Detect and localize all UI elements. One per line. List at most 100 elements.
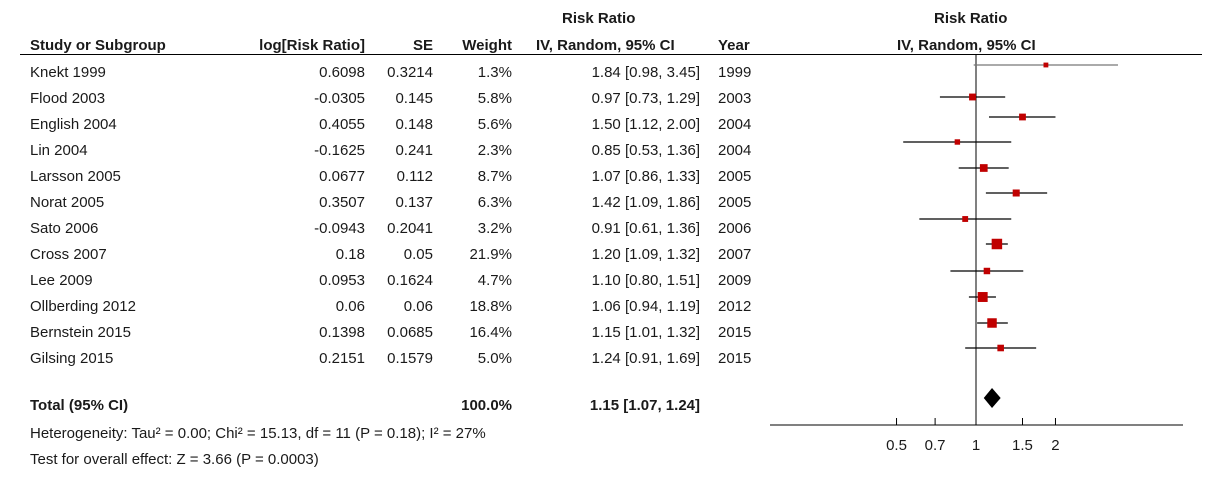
row-year: 2005 [718,194,752,211]
row-study: Cross 2007 [30,246,107,263]
row-study: Larsson 2005 [30,168,121,185]
row-year: 2009 [718,272,752,289]
row-ci: 0.85 [0.53, 1.36] [591,142,700,159]
study-marker [979,164,988,172]
row-se: 0.2041 [387,220,433,237]
header-ci: IV, Random, 95% CI [536,37,675,54]
row-study: Ollberding 2012 [30,298,136,315]
row-logrr: -0.1625 [314,142,365,159]
header-weight: Weight [462,37,512,54]
row-ci: 1.07 [0.86, 1.33] [591,168,700,185]
row-ci: 1.06 [0.94, 1.19] [591,298,700,315]
row-se: 0.145 [395,90,433,107]
row-year: 2004 [718,116,752,133]
row-weight: 5.0% [477,350,512,367]
row-ci: 1.50 [1.12, 2.00] [591,116,700,133]
row-weight: 4.7% [477,272,512,289]
row-study: Lin 2004 [30,142,88,159]
row-se: 0.241 [395,142,433,159]
study-marker [1043,62,1049,68]
row-year: 2007 [718,246,752,263]
study-marker [997,344,1004,352]
overall-effect-text: Test for overall effect: Z = 3.66 (P = 0… [30,451,319,468]
row-logrr: 0.0677 [319,168,365,185]
row-se: 0.1579 [387,350,433,367]
right-group-header: Risk Ratio [934,10,1008,27]
tick-label: 0.5 [886,437,907,454]
row-logrr: 0.6098 [319,64,365,81]
row-ci: 1.24 [0.91, 1.69] [591,350,700,367]
row-year: 2015 [718,350,752,367]
study-marker [969,93,976,101]
row-study: English 2004 [30,116,117,133]
pooled-diamond [983,388,1001,408]
row-logrr: 0.2151 [319,350,365,367]
row-se: 0.112 [396,168,433,185]
row-se: 0.0685 [387,324,433,341]
header-plot-ci: IV, Random, 95% CI [897,37,1036,54]
header-se: SE [412,37,433,54]
row-weight: 1.3% [477,64,512,81]
row-weight: 6.3% [477,194,512,211]
row-logrr: 0.06 [335,298,365,315]
row-logrr: 0.4055 [319,116,365,133]
row-se: 0.148 [395,116,433,133]
study-marker [1019,113,1026,121]
row-se: 0.3214 [387,64,433,81]
row-logrr: 0.1398 [319,324,365,341]
header-year: Year [718,37,750,54]
row-weight: 8.7% [477,168,512,185]
row-ci: 1.20 [1.09, 1.32] [591,246,700,263]
row-study: Bernstein 2015 [30,324,131,341]
tick-label: 1.5 [1012,437,1033,454]
row-study: Knekt 1999 [30,64,106,81]
row-logrr: 0.18 [335,246,365,263]
row-year: 2006 [718,220,752,237]
row-year: 2005 [718,168,752,185]
header-study: Study or Subgroup [30,37,166,54]
header-logrr: log[Risk Ratio] [259,37,365,54]
row-year: 1999 [718,64,752,81]
row-se: 0.137 [395,194,433,211]
row-weight: 5.6% [477,116,512,133]
row-se: 0.06 [403,298,433,315]
header-rule [20,54,1202,55]
row-ci: 1.15 [1.01, 1.32] [591,324,700,341]
total-ci: 1.15 [1.07, 1.24] [589,397,700,414]
study-marker [977,292,988,302]
row-ci: 0.97 [0.73, 1.29] [591,90,700,107]
row-year: 2004 [718,142,752,159]
row-year: 2012 [718,298,752,315]
tick-label: 0.7 [925,437,946,454]
row-weight: 5.8% [477,90,512,107]
row-weight: 18.8% [469,298,512,315]
row-weight: 21.9% [469,246,512,263]
study-marker [987,318,997,328]
row-ci: 1.84 [0.98, 3.45] [591,64,700,81]
row-weight: 16.4% [469,324,512,341]
heterogeneity-text: Heterogeneity: Tau² = 0.00; Chi² = 15.13… [30,425,486,442]
tick-label: 2 [1051,437,1059,454]
row-study: Norat 2005 [30,194,105,211]
row-study: Gilsing 2015 [30,350,114,367]
row-logrr: -0.0305 [314,90,365,107]
row-year: 2015 [718,324,752,341]
row-logrr: -0.0943 [314,220,365,237]
total-weight: 100.0% [461,397,512,414]
row-se: 0.1624 [387,272,433,289]
row-study: Flood 2003 [30,90,106,107]
study-marker [954,139,961,145]
row-se: 0.05 [403,246,433,263]
row-ci: 1.10 [0.80, 1.51] [591,272,700,289]
row-ci: 0.91 [0.61, 1.36] [591,220,700,237]
row-weight: 2.3% [477,142,512,159]
row-logrr: 0.3507 [319,194,365,211]
row-ci: 1.42 [1.09, 1.86] [591,194,700,211]
row-weight: 3.2% [477,220,512,237]
study-marker [983,267,991,275]
row-study: Sato 2006 [30,220,99,237]
tick-label: 1 [972,437,980,454]
row-study: Lee 2009 [30,272,93,289]
study-marker [1012,189,1020,197]
